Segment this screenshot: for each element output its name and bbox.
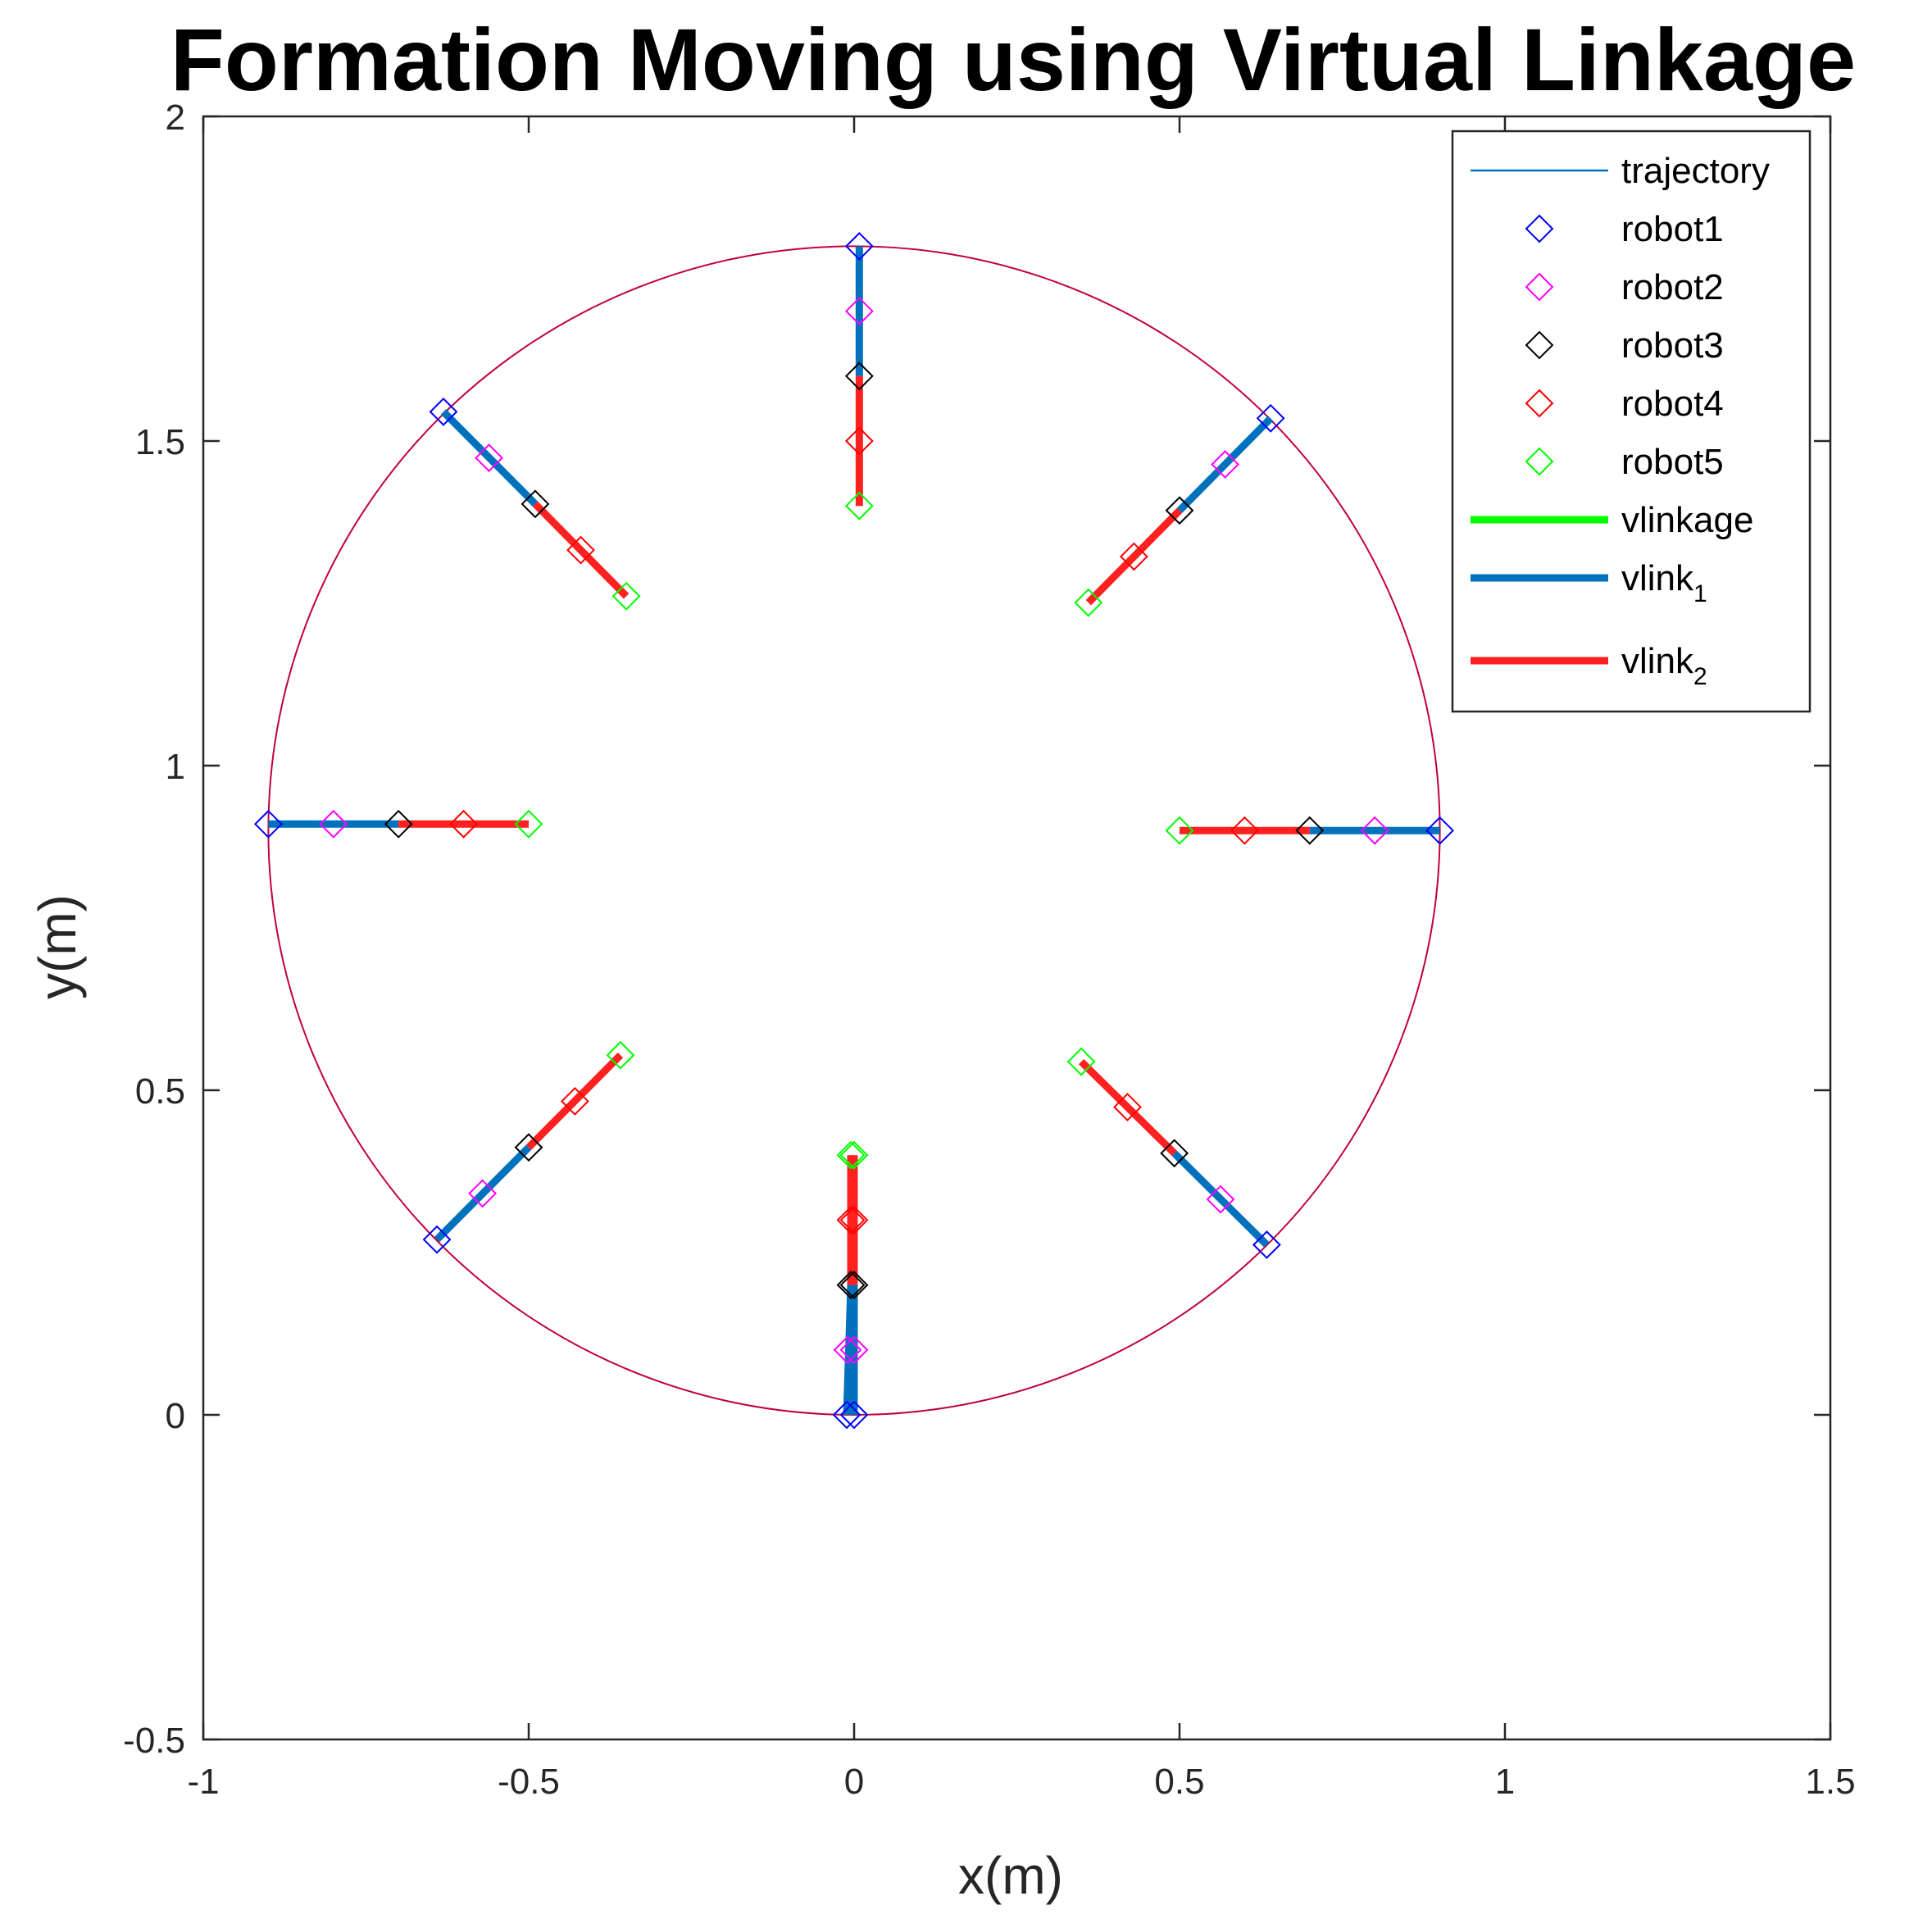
vlink1-segment xyxy=(440,409,539,507)
robot2-marker xyxy=(1206,1185,1235,1214)
legend-label-trajectory: trajectory xyxy=(1621,151,1770,191)
y-tick-label: 0 xyxy=(166,1396,185,1436)
robot1-marker xyxy=(844,231,874,261)
robot3-marker xyxy=(1295,816,1325,845)
vlink2-segment xyxy=(525,1053,624,1150)
x-tick-label: -0.5 xyxy=(498,1762,560,1802)
robot5-marker xyxy=(514,809,543,839)
robot5-marker xyxy=(1074,588,1103,617)
legend-label-robot1: robot1 xyxy=(1621,209,1724,249)
robot4-marker xyxy=(1120,542,1148,571)
robot2-marker xyxy=(1211,450,1239,479)
legend-swatch-robot3 xyxy=(1525,330,1554,360)
robot3-marker xyxy=(836,1271,866,1300)
robot2-marker xyxy=(833,1335,862,1365)
vlink2-segment xyxy=(1085,507,1183,606)
vlink1-segment xyxy=(1176,416,1274,513)
legend-label-robot4: robot4 xyxy=(1621,384,1724,424)
robot4-marker xyxy=(844,426,874,456)
legend-subscript-vlink2: 2 xyxy=(1693,663,1707,690)
robot3-marker xyxy=(844,362,874,391)
robot5-marker xyxy=(839,1140,869,1170)
legend: trajectory robot1 robot2 robot3 robot4 robot5… xyxy=(1451,130,1812,713)
vlink2-segment xyxy=(1078,1058,1177,1157)
vlink1-segment xyxy=(843,1285,855,1416)
robot5-marker xyxy=(611,581,641,611)
robot1-marker xyxy=(832,1400,861,1430)
y-tick-label: -0.5 xyxy=(123,1721,185,1761)
legend-box xyxy=(1451,130,1812,713)
x-tick-label: -1 xyxy=(187,1762,219,1802)
legend-swatch-robot4 xyxy=(1525,389,1554,418)
robot3-marker xyxy=(514,1133,543,1162)
x-axis-label: x(m) xyxy=(958,1846,1063,1905)
robot2-marker xyxy=(1360,816,1389,845)
legend-label-vlinkage: vlinkage xyxy=(1621,500,1753,540)
robot4-marker xyxy=(560,1087,589,1116)
robot4-marker xyxy=(839,1205,869,1235)
robot5-marker xyxy=(844,491,874,521)
x-tick-label: 0.5 xyxy=(1154,1762,1204,1802)
robot4-marker xyxy=(836,1205,866,1235)
robot1-marker xyxy=(429,397,458,426)
robot3-marker xyxy=(384,809,413,839)
robot2-marker xyxy=(839,1335,869,1365)
robot3-marker xyxy=(839,1271,869,1300)
robot1-marker xyxy=(1252,1230,1281,1259)
data-layer xyxy=(253,231,1455,1430)
robot2-marker xyxy=(468,1179,498,1208)
robot1-marker xyxy=(422,1225,452,1254)
legend-swatch-robot2 xyxy=(1525,272,1554,302)
x-tick-label: 1.5 xyxy=(1805,1762,1855,1802)
legend-label-robot2: robot2 xyxy=(1621,267,1724,307)
vlink1-segment xyxy=(1171,1150,1270,1248)
robot3-marker xyxy=(1165,496,1194,525)
axis-ticks: -1 -0.5 0 0.5 1 1.5-0.500.511.52 xyxy=(123,98,1855,1802)
x-tick-label: 1 xyxy=(1495,1762,1515,1802)
robot2-marker xyxy=(475,443,503,473)
robot4-marker xyxy=(449,809,479,839)
legend-label-robot3: robot3 xyxy=(1621,325,1724,366)
robot2-marker xyxy=(319,809,348,839)
robot4-marker xyxy=(566,535,595,565)
y-tick-label: 1 xyxy=(166,747,185,787)
robot3-marker xyxy=(521,489,550,519)
y-tick-label: 0.5 xyxy=(135,1071,185,1112)
legend-swatch-robot5 xyxy=(1525,447,1554,476)
robot1-marker xyxy=(839,1400,869,1430)
vlink1-segment xyxy=(434,1144,532,1243)
legend-subscript-vlink1: 1 xyxy=(1693,580,1707,607)
robot5-marker xyxy=(836,1140,866,1170)
robot3-marker xyxy=(1160,1139,1189,1168)
robot5-marker xyxy=(1165,816,1194,845)
robot4-marker xyxy=(1113,1093,1142,1122)
legend-label-robot5: robot5 xyxy=(1621,442,1724,482)
x-tick-label: 0 xyxy=(844,1762,864,1802)
y-tick-label: 2 xyxy=(166,98,185,138)
y-axis-label: y(m) xyxy=(28,894,87,999)
legend-swatch-robot1 xyxy=(1525,214,1554,243)
robot5-marker xyxy=(1066,1047,1096,1076)
robot1-marker xyxy=(1256,403,1285,433)
robot1-marker xyxy=(1425,816,1455,845)
robot1-marker xyxy=(253,809,283,839)
vlink2-segment xyxy=(532,501,630,599)
robot5-marker xyxy=(606,1040,635,1070)
chart-title: Formation Moving using Virtual Linkage xyxy=(170,10,1856,109)
y-tick-label: 1.5 xyxy=(135,422,185,462)
robot2-marker xyxy=(844,297,874,326)
robot4-marker xyxy=(1230,816,1259,845)
